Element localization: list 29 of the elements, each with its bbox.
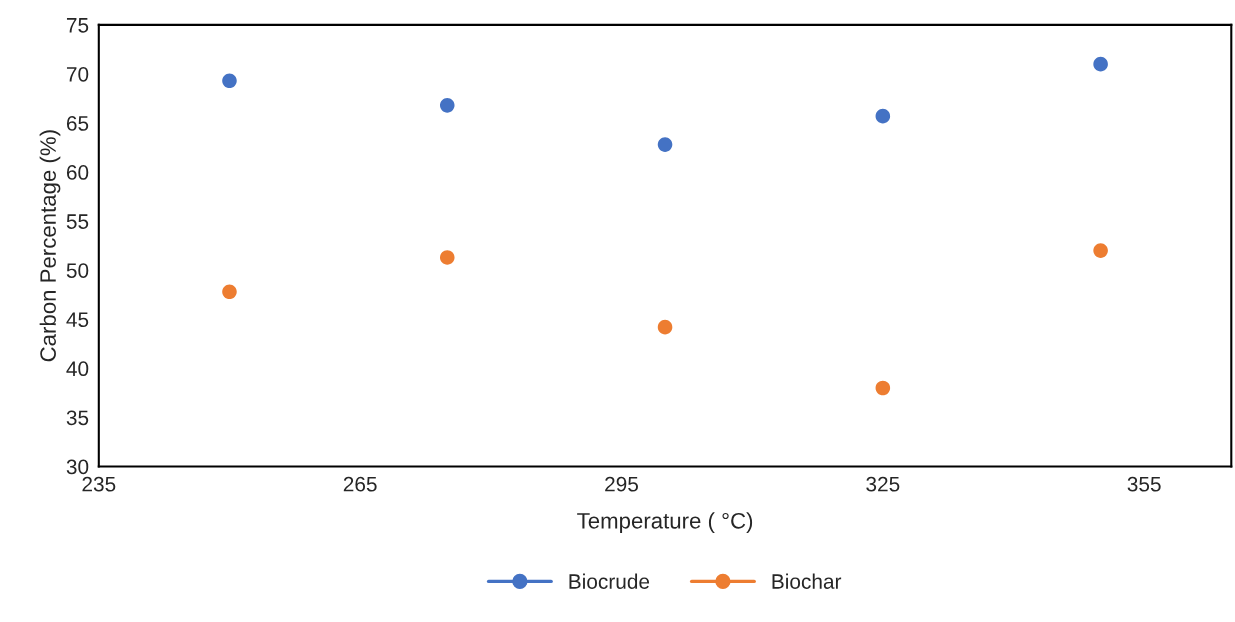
x-tick-label: 235 <box>82 476 116 492</box>
y-tick-label: 40 <box>66 361 89 377</box>
y-tick-label: 70 <box>66 66 89 82</box>
point <box>875 380 891 396</box>
x-tick-label: 325 <box>866 476 900 492</box>
y-tick-label: 30 <box>66 459 89 475</box>
point <box>657 137 673 152</box>
y-tick-label: 55 <box>66 214 89 229</box>
point <box>222 73 237 89</box>
y-tick-label: 50 <box>66 263 89 278</box>
point <box>1093 56 1108 72</box>
point <box>1093 243 1108 258</box>
point <box>439 250 455 265</box>
x-tick-label: 265 <box>343 476 377 492</box>
x-axis-title: Temperature ( °C) <box>577 512 753 534</box>
legend-label: Biochar <box>772 573 842 589</box>
y-tick-label: 45 <box>66 312 89 328</box>
y-tick-label: 35 <box>66 410 89 426</box>
point <box>222 284 237 300</box>
legend-label: Biocrude <box>569 573 650 589</box>
point <box>657 319 673 335</box>
y-tick-label: 60 <box>66 165 89 180</box>
x-tick-label: 355 <box>1127 476 1161 492</box>
point <box>439 98 455 113</box>
y-axis-title: Carbon Percentage (%) <box>39 130 61 362</box>
y-tick-label: 65 <box>66 116 89 131</box>
point <box>875 108 891 124</box>
x-tick-label: 295 <box>605 476 638 492</box>
y-tick-label: 75 <box>66 18 89 33</box>
